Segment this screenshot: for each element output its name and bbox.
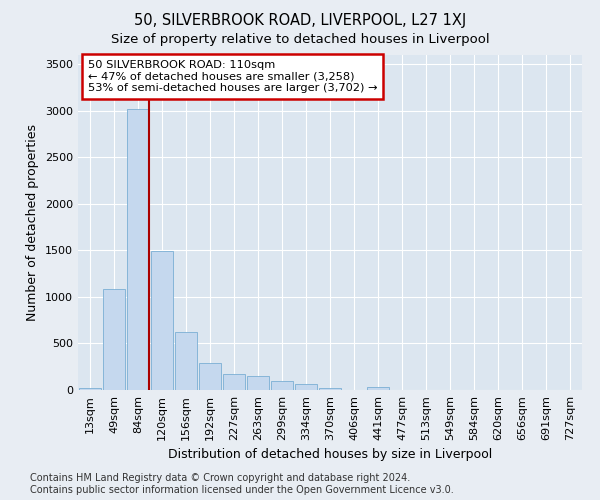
Bar	[223, 374, 245, 390]
Bar	[79, 388, 101, 390]
Bar	[271, 380, 293, 390]
Bar	[199, 363, 221, 390]
Bar	[151, 252, 173, 390]
X-axis label: Distribution of detached houses by size in Liverpool: Distribution of detached houses by size …	[168, 448, 492, 462]
Text: 50, SILVERBROOK ROAD, LIVERPOOL, L27 1XJ: 50, SILVERBROOK ROAD, LIVERPOOL, L27 1XJ	[134, 12, 466, 28]
Text: Size of property relative to detached houses in Liverpool: Size of property relative to detached ho…	[110, 32, 490, 46]
Bar	[247, 376, 269, 390]
Bar	[319, 388, 341, 390]
Text: Contains HM Land Registry data © Crown copyright and database right 2024.
Contai: Contains HM Land Registry data © Crown c…	[30, 474, 454, 495]
Bar	[175, 332, 197, 390]
Bar	[367, 387, 389, 390]
Bar	[103, 288, 125, 390]
Bar	[295, 384, 317, 390]
Text: 50 SILVERBROOK ROAD: 110sqm
← 47% of detached houses are smaller (3,258)
53% of : 50 SILVERBROOK ROAD: 110sqm ← 47% of det…	[88, 60, 377, 93]
Y-axis label: Number of detached properties: Number of detached properties	[26, 124, 40, 321]
Bar	[127, 109, 149, 390]
